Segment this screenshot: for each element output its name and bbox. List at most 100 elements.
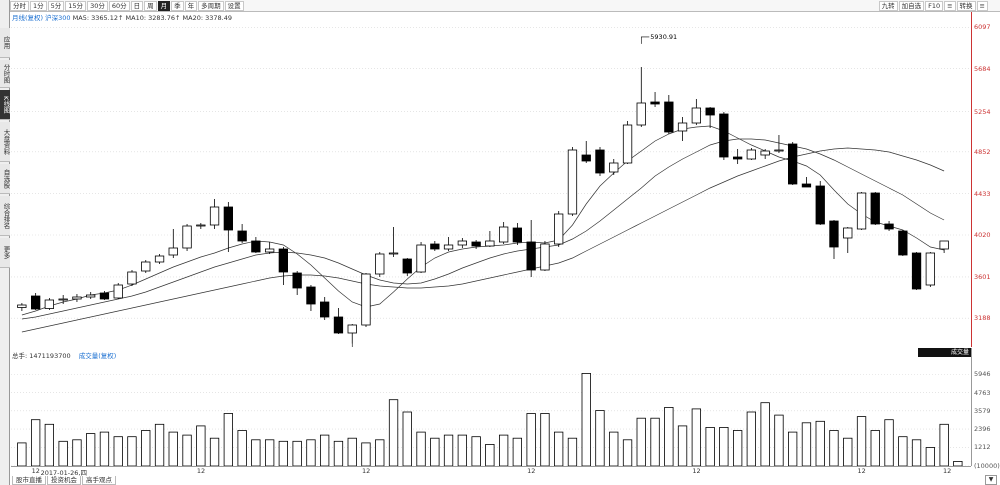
volume-bar[interactable] <box>746 411 756 466</box>
candle[interactable] <box>99 291 110 300</box>
candle[interactable] <box>526 220 536 277</box>
toolbar-tool-button[interactable]: ≡ <box>976 1 988 11</box>
left-tab[interactable]: 分时图 <box>0 60 10 88</box>
candle[interactable] <box>347 324 357 344</box>
volume-bar[interactable] <box>333 440 344 466</box>
toolbar-tool-button[interactable]: 九转 <box>878 1 898 11</box>
candle[interactable] <box>664 95 674 134</box>
candle[interactable] <box>746 148 756 160</box>
candle[interactable] <box>388 227 399 257</box>
volume-bar[interactable] <box>402 411 412 466</box>
period-tab[interactable]: 年 <box>184 1 198 11</box>
candle[interactable] <box>677 117 688 141</box>
volume-badge[interactable]: 成交量 <box>918 348 972 357</box>
period-tab[interactable]: 设置 <box>224 1 244 11</box>
volume-bar[interactable] <box>636 417 646 466</box>
volume-bar[interactable] <box>705 427 715 466</box>
candle[interactable] <box>154 254 165 264</box>
volume-bar[interactable] <box>416 431 426 466</box>
volume-bar[interactable] <box>443 434 454 466</box>
volume-bar[interactable] <box>264 439 275 466</box>
chart-name[interactable]: 月线(复权) <box>12 14 44 22</box>
volume-bar[interactable] <box>554 431 564 466</box>
volume-bar[interactable] <box>540 413 550 467</box>
volume-bar[interactable] <box>319 434 330 466</box>
period-tab[interactable]: 周 <box>144 1 157 11</box>
candle[interactable] <box>168 229 178 258</box>
candle[interactable] <box>554 211 564 247</box>
candle[interactable] <box>733 149 743 164</box>
candle[interactable] <box>581 141 591 163</box>
volume-panel[interactable] <box>11 348 971 466</box>
candle[interactable] <box>609 159 619 175</box>
volume-bar[interactable] <box>99 431 110 466</box>
candlestick-panel[interactable]: 5930.91 2935.83 <box>11 12 971 347</box>
volume-bar[interactable] <box>760 402 770 466</box>
volume-bar[interactable] <box>347 437 357 466</box>
toolbar-tool-button[interactable]: 转换 <box>956 1 976 11</box>
volume-bar[interactable] <box>223 413 234 467</box>
left-tab[interactable]: 应用 <box>0 28 10 58</box>
candle[interactable] <box>567 147 578 216</box>
volume-bar[interactable] <box>925 447 935 467</box>
candle[interactable] <box>264 242 275 254</box>
candle[interactable] <box>375 252 385 277</box>
volume-bar[interactable] <box>595 410 605 467</box>
volume-bar[interactable] <box>113 436 123 466</box>
candle[interactable] <box>58 295 68 304</box>
volume-bar[interactable] <box>664 407 674 466</box>
bottom-tab[interactable]: 高手观点 <box>82 476 116 485</box>
period-tab[interactable]: 1分 <box>30 1 47 11</box>
volume-bar[interactable] <box>512 437 523 466</box>
candle[interactable] <box>17 303 27 311</box>
candle[interactable] <box>278 247 289 285</box>
candle[interactable] <box>333 308 344 334</box>
candle[interactable] <box>498 222 509 244</box>
volume-bar[interactable] <box>141 430 151 467</box>
volume-bar[interactable] <box>498 434 509 466</box>
volume-bar[interactable] <box>898 436 908 466</box>
candle[interactable] <box>430 241 440 251</box>
candle[interactable] <box>457 238 468 248</box>
candle[interactable] <box>141 260 151 273</box>
candle[interactable] <box>622 121 633 164</box>
candle[interactable] <box>86 292 96 299</box>
candle[interactable] <box>911 252 922 290</box>
volume-bar[interactable] <box>58 440 68 466</box>
candle[interactable] <box>319 297 330 320</box>
volume-bar[interactable] <box>609 431 619 466</box>
toolbar-tool-button[interactable]: F10 <box>925 1 944 11</box>
candle[interactable] <box>939 240 949 253</box>
volume-bar[interactable] <box>168 431 178 466</box>
volume-bar[interactable] <box>388 399 399 466</box>
volume-bar[interactable] <box>457 434 468 466</box>
period-tab[interactable]: 分时 <box>10 1 29 11</box>
left-tab[interactable]: 自选股 <box>0 164 10 194</box>
volume-bar[interactable] <box>581 372 591 466</box>
candle[interactable] <box>815 181 825 225</box>
volume-bar[interactable] <box>774 414 784 466</box>
candle[interactable] <box>691 99 701 125</box>
candle[interactable] <box>884 221 894 231</box>
period-tab[interactable]: 季 <box>171 1 184 11</box>
candle[interactable] <box>196 223 206 229</box>
period-tab[interactable]: 15分 <box>65 1 87 11</box>
volume-bar[interactable] <box>251 439 261 466</box>
candle[interactable] <box>443 237 454 251</box>
candle[interactable] <box>705 107 715 128</box>
left-tab[interactable]: K线图 <box>0 90 10 120</box>
candle[interactable] <box>306 285 316 311</box>
candle[interactable] <box>540 241 550 271</box>
volume-bar[interactable] <box>526 413 536 467</box>
toolbar-tool-button[interactable]: 加自选 <box>898 1 925 11</box>
volume-bar[interactable] <box>691 408 701 466</box>
left-tab[interactable]: 大盘资料 <box>0 122 10 162</box>
volume-bar[interactable] <box>567 437 578 466</box>
volume-bar[interactable] <box>375 439 385 466</box>
candle[interactable] <box>30 293 41 310</box>
volume-bar[interactable] <box>86 433 96 466</box>
volume-bar[interactable] <box>815 420 825 466</box>
volume-bar[interactable] <box>843 437 853 466</box>
candle[interactable] <box>595 147 605 176</box>
period-tab[interactable]: 30分 <box>87 1 108 11</box>
